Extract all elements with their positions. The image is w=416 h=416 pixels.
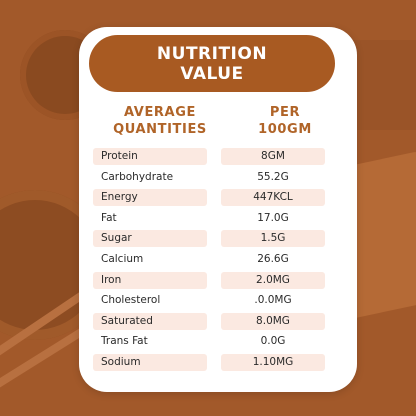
nutrient-name: Calcium — [101, 252, 144, 265]
nutrient-name: Energy — [93, 189, 207, 207]
nutrient-value: 447KCL — [221, 189, 325, 207]
header-left-line-1: AVERAGE — [124, 105, 196, 120]
nutrient-name: Protein — [93, 148, 207, 165]
nutrient-name: Fat — [101, 211, 117, 224]
nutrient-value: 0.0G — [260, 335, 286, 348]
header-left-line-2: QUANTITIES — [113, 122, 207, 137]
nutrient-value: 8GM — [221, 148, 325, 165]
table-row: Trans Fat 0.0G — [93, 333, 343, 354]
column-header-quantities: AVERAGE QUANTITIES — [95, 104, 225, 138]
nutrient-value: 55.2G — [257, 170, 289, 183]
nutrient-name: Cholesterol — [101, 294, 161, 307]
header-right-line-1: PER — [269, 105, 301, 120]
nutrient-name: Sugar — [93, 230, 207, 248]
nutrient-value: 1.10MG — [221, 353, 325, 371]
nutrient-value: .0.0MG — [254, 294, 292, 307]
table-row: Energy 447KCL — [93, 189, 343, 210]
nutrient-name: Carbohydrate — [101, 170, 174, 183]
table-row: Carbohydrate 55.2G — [93, 169, 343, 190]
nutrient-name: Saturated — [93, 312, 207, 330]
table-row: Saturated 8.0MG — [93, 312, 343, 334]
title-line-1: NUTRITION — [156, 43, 268, 64]
nutrition-card: NUTRITION VALUE AVERAGE QUANTITIES PER 1… — [79, 27, 357, 392]
nutrient-value: 17.0G — [257, 211, 289, 224]
table-row: Cholesterol .0.0MG — [93, 292, 343, 313]
table-row: Sugar 1.5G — [93, 230, 343, 251]
column-header-per-100gm: PER 100GM — [231, 104, 339, 138]
table-row: Iron 2.0MG — [93, 271, 343, 293]
nutrient-value: 8.0MG — [221, 312, 325, 330]
title-line-2: VALUE — [180, 63, 244, 84]
nutrient-value: 1.5G — [221, 230, 325, 248]
table-row: Calcium 26.6G — [93, 251, 343, 272]
header-right-line-2: 100GM — [258, 122, 312, 137]
nutrition-table: Protein 8GM Carbohydrate 55.2G Energy 44… — [93, 148, 343, 375]
nutrition-title-banner: NUTRITION VALUE — [89, 35, 335, 92]
nutrient-name: Sodium — [93, 353, 207, 371]
table-row: Sodium 1.10MG — [93, 353, 343, 375]
table-row: Protein 8GM — [93, 148, 343, 169]
nutrient-name: Iron — [93, 271, 207, 289]
nutrient-name: Trans Fat — [101, 335, 148, 348]
nutrient-value: 26.6G — [257, 252, 289, 265]
table-row: Fat 17.0G — [93, 210, 343, 231]
nutrient-value: 2.0MG — [221, 271, 325, 289]
